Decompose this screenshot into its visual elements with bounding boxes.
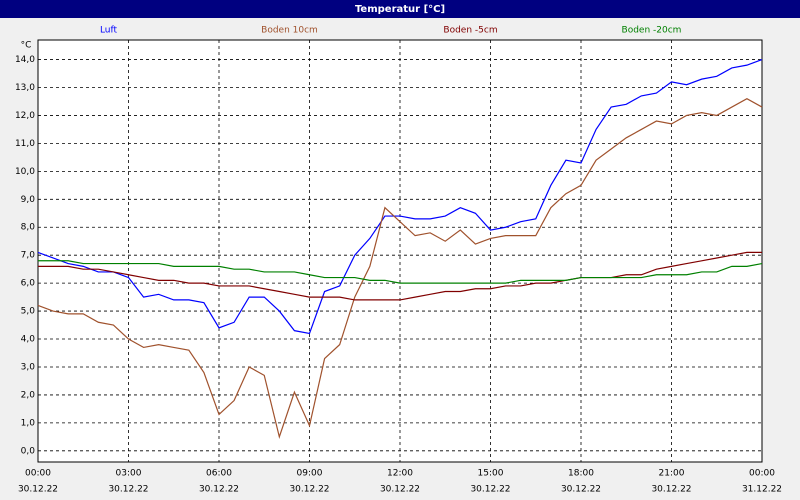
- y-tick-label: 2,0: [21, 390, 36, 400]
- legend-label: Boden 10cm: [261, 26, 318, 36]
- y-tick-label: 14,0: [15, 55, 35, 65]
- x-tick-date: 30.12.22: [199, 485, 239, 495]
- y-tick-label: 6,0: [21, 279, 36, 289]
- x-tick-label: 00:00: [25, 469, 51, 479]
- y-unit: °C: [21, 41, 32, 51]
- y-tick-label: 0,0: [21, 446, 36, 456]
- legend-label: Boden -20cm: [622, 26, 682, 36]
- y-tick-label: 5,0: [21, 307, 36, 317]
- x-tick-date: 31.12.22: [742, 485, 782, 495]
- y-tick-label: 10,0: [15, 167, 35, 177]
- x-tick-date: 30.12.22: [18, 485, 58, 495]
- x-tick-date: 30.12.22: [289, 485, 329, 495]
- y-tick-label: 3,0: [21, 362, 36, 372]
- x-tick-date: 30.12.22: [380, 485, 420, 495]
- y-tick-label: 4,0: [21, 335, 36, 345]
- series-line: [37, 59, 763, 335]
- legend-label: Boden -5cm: [443, 26, 497, 36]
- x-tick-date: 30.12.22: [108, 485, 148, 495]
- x-tick-label: 00:00: [749, 469, 775, 479]
- x-tick-label: 03:00: [116, 469, 142, 479]
- y-tick-label: 1,0: [21, 418, 36, 428]
- y-tick-label: 7,0: [21, 251, 36, 261]
- series-line: [38, 251, 762, 301]
- x-tick-label: 06:00: [206, 469, 232, 479]
- title-bar: [0, 0, 800, 18]
- series-line: [37, 98, 763, 439]
- x-tick-label: 12:00: [387, 469, 413, 479]
- x-tick-date: 30.12.22: [651, 485, 691, 495]
- x-tick-label: 18:00: [568, 469, 594, 479]
- x-tick-label: 15:00: [478, 469, 504, 479]
- y-tick-label: 9,0: [21, 195, 36, 205]
- series-line: [38, 260, 763, 284]
- y-tick-label: 12,0: [15, 111, 35, 121]
- chart-title: Temperatur [°C]: [355, 4, 445, 15]
- y-tick-label: 8,0: [21, 223, 36, 233]
- legend-label: Luft: [100, 26, 118, 36]
- y-tick-label: 13,0: [15, 83, 35, 93]
- x-tick-date: 30.12.22: [561, 485, 601, 495]
- x-tick-label: 09:00: [297, 469, 323, 479]
- x-tick-label: 21:00: [659, 469, 685, 479]
- x-tick-date: 30.12.22: [470, 485, 510, 495]
- y-tick-label: 11,0: [15, 139, 35, 149]
